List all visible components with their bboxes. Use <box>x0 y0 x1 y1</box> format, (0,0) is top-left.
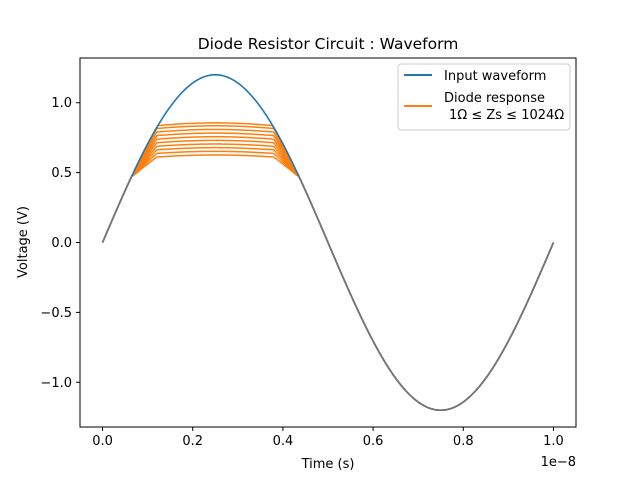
chart-title: Diode Resistor Circuit : Waveform <box>198 35 459 53</box>
overlap-line <box>297 175 555 412</box>
y-tick-label: 0.5 <box>51 166 72 181</box>
x-tick-label: 0.8 <box>453 434 474 449</box>
diode-response-line <box>101 146 555 411</box>
x-tick-label: 0.6 <box>363 434 384 449</box>
diode-response-line <box>101 154 555 411</box>
diode-response-line <box>101 135 555 411</box>
diode-response-line <box>101 128 555 411</box>
diode-response-line <box>101 143 555 411</box>
diode-response-line <box>101 139 555 411</box>
x-tick-label: 0.2 <box>182 434 203 449</box>
y-tick-label: 0.0 <box>51 236 72 251</box>
legend-label-input-waveform: Input waveform <box>444 69 546 84</box>
plot-area <box>101 73 555 412</box>
legend: Input waveform Diode response 1Ω ≤ Zs ≤ … <box>397 63 571 131</box>
overlap-line <box>101 175 133 243</box>
legend-box <box>397 63 571 131</box>
legend-label-diode-response: Diode response <box>444 91 545 106</box>
y-axis-label: Voltage (V) <box>16 206 31 278</box>
x-tick-label: 0.0 <box>92 434 113 449</box>
diode-response-line <box>101 150 555 411</box>
y-axis-ticks: −1.0 −0.5 0.0 0.5 1.0 <box>40 96 80 391</box>
x-tick-label: 1.0 <box>543 434 564 449</box>
diode-response-line <box>101 132 555 411</box>
legend-label-impedance-range: 1Ω ≤ Zs ≤ 1024Ω <box>449 108 564 123</box>
diode-response-line <box>101 125 555 411</box>
y-tick-label: 1.0 <box>51 96 72 111</box>
x-axis-offset-label: 1e−8 <box>541 455 576 470</box>
diode-response-line <box>101 122 555 411</box>
x-tick-label: 0.4 <box>273 434 294 449</box>
y-tick-label: −1.0 <box>40 376 72 391</box>
y-tick-label: −0.5 <box>40 306 72 321</box>
x-axis-ticks: 0.0 0.2 0.4 0.6 0.8 1.0 <box>92 427 564 449</box>
x-axis-label: Time (s) <box>301 457 355 472</box>
